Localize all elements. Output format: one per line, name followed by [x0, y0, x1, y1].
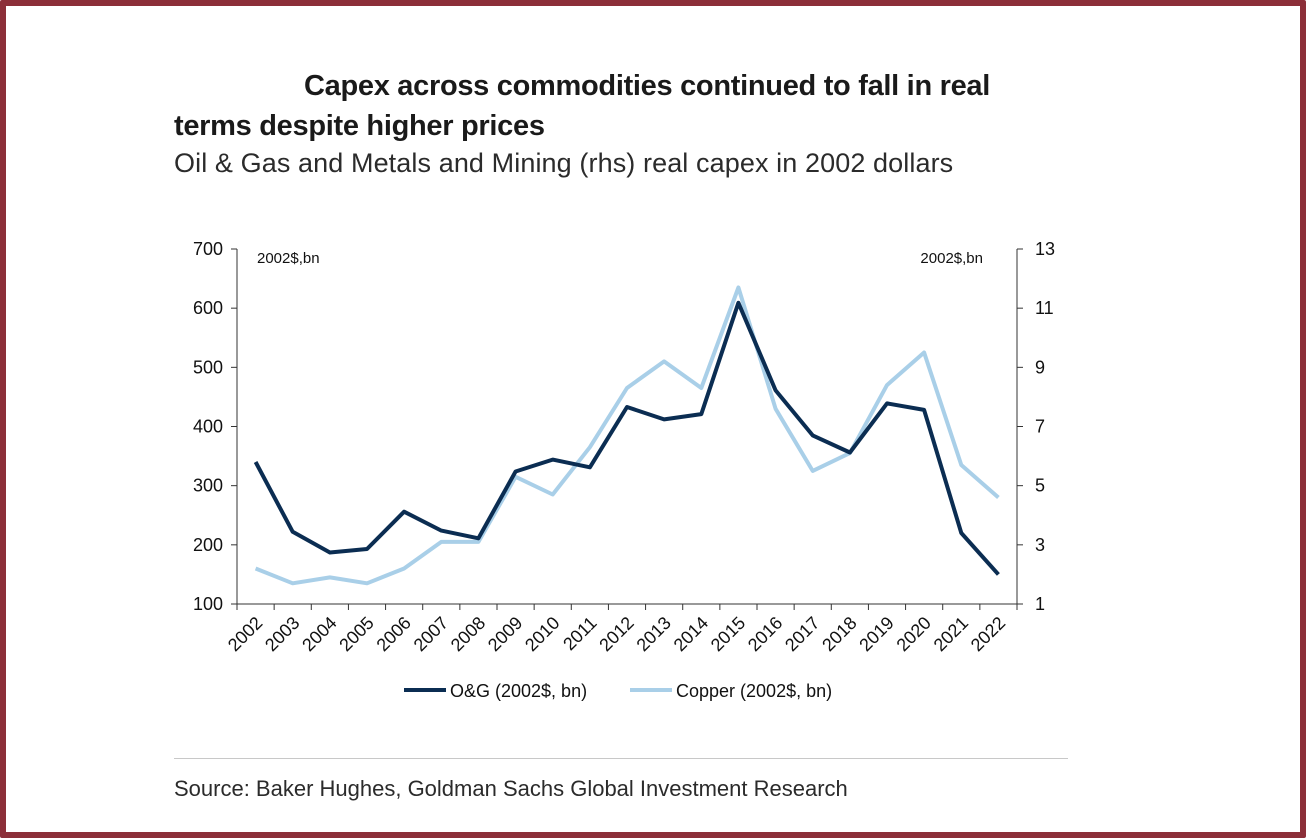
legend-label: Copper (2002$, bn): [676, 681, 832, 701]
x-axis-tick-label: 2010: [521, 613, 563, 655]
right-axis-tick-label: 13: [1035, 239, 1055, 259]
left-axis-unit-label: 2002$,bn: [257, 250, 320, 267]
x-axis-tick-label: 2008: [447, 613, 489, 655]
right-axis-tick-label: 5: [1035, 476, 1045, 496]
footer-divider: [174, 758, 1068, 759]
left-axis-tick-label: 700: [193, 239, 223, 259]
x-axis-tick-label: 2018: [818, 613, 860, 655]
x-axis-tick-label: 2006: [373, 613, 415, 655]
x-axis-tick-label: 2009: [484, 613, 526, 655]
right-axis-tick-label: 9: [1035, 357, 1045, 377]
chart-subtitle: Oil & Gas and Metals and Mining (rhs) re…: [174, 148, 954, 178]
chart-title: Capex across commodities continued to fa…: [174, 70, 991, 142]
right-axis-tick-label: 1: [1035, 594, 1045, 614]
x-axis-tick-label: 2014: [670, 613, 712, 655]
series-line-copper: [254, 285, 1000, 586]
x-axis-tick-label: 2011: [559, 613, 601, 655]
chart-series: [253, 285, 1000, 586]
x-axis-tick-label: 2013: [633, 613, 675, 655]
x-axis-tick-label: 2020: [893, 613, 935, 655]
chart-legend: O&G (2002$, bn) Copper (2002$, bn): [404, 681, 832, 701]
x-axis-tick-label: 2003: [261, 613, 303, 655]
left-axis-tick-label: 200: [193, 535, 223, 555]
right-axis-tick-label: 11: [1035, 298, 1054, 318]
right-axis-unit-label: 2002$,bn: [920, 250, 983, 267]
source-note: Source: Baker Hughes, Goldman Sachs Glob…: [174, 776, 848, 801]
left-axis-tick-label: 100: [193, 594, 223, 614]
x-axis-tick-label: 2002: [224, 613, 266, 655]
legend-label: O&G (2002$, bn): [450, 681, 587, 701]
x-axis-tick-label: 2015: [707, 613, 749, 655]
x-axis-tick-label: 2005: [335, 613, 377, 655]
right-axis-tick-label: 3: [1035, 535, 1045, 555]
x-axis-tick-label: 2019: [855, 613, 897, 655]
x-axis-tick-label: 2012: [595, 613, 637, 655]
left-axis-tick-label: 600: [193, 298, 223, 318]
left-axis-tick-label: 500: [193, 357, 223, 377]
x-axis-tick-label: 2017: [781, 613, 823, 655]
left-axis-tick-label: 400: [193, 417, 223, 437]
x-axis-tick-label: 2004: [298, 613, 340, 655]
x-axis-tick-label: 2021: [930, 613, 972, 655]
chart-axes: 7006005004003002001001311975312002200320…: [193, 239, 1055, 655]
x-axis-tick-label: 2022: [967, 613, 1009, 655]
series-line-og: [253, 300, 1000, 576]
x-axis-tick-label: 2016: [744, 613, 786, 655]
right-axis-tick-label: 7: [1035, 417, 1045, 437]
x-axis-tick-label: 2007: [410, 613, 452, 655]
left-axis-tick-label: 300: [193, 476, 223, 496]
